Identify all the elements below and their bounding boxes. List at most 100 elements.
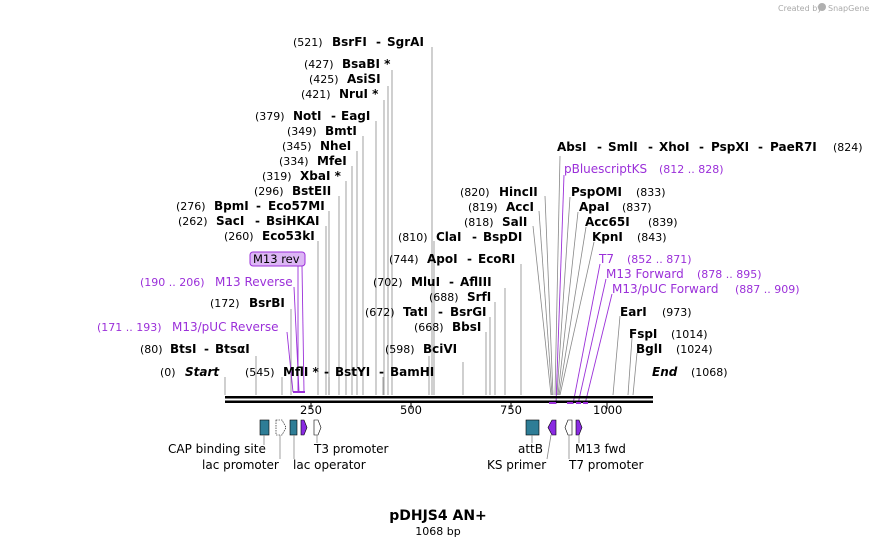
svg-text:SmlI: SmlI [608, 140, 638, 154]
svg-text:pBluescriptKS: pBluescriptKS [564, 162, 647, 176]
svg-text:(824): (824) [833, 141, 863, 154]
primer-m13-forward: M13 Forward (878 .. 895) [606, 267, 762, 281]
svg-text:(262): (262) [178, 215, 208, 228]
primer-pbluescriptks: pBluescriptKS (812 .. 828) [564, 162, 724, 176]
svg-text:BpmI: BpmI [214, 199, 249, 213]
svg-text:XhoI: XhoI [659, 140, 690, 154]
svg-text:-: - [758, 140, 763, 154]
m13-fwd-feature [575, 419, 583, 436]
axis-ticks: 250 500 750 1000 [300, 403, 622, 417]
svg-text:Eco57MI: Eco57MI [268, 199, 325, 213]
svg-text:(852 .. 871): (852 .. 871) [627, 253, 692, 266]
svg-text:M13 Reverse: M13 Reverse [215, 275, 293, 289]
svg-text:BglI: BglI [636, 342, 662, 356]
enzyme-labels: (521) BsrFI - SgrAI (427) BsaBI * (425) AsiSI… [140, 35, 863, 379]
svg-text:M13 rev: M13 rev [253, 252, 300, 266]
svg-text:(319): (319) [262, 170, 292, 183]
site-bpmi: (276) BpmI - Eco57MI [176, 199, 325, 213]
site-pspomi: PspOMI (833) [571, 185, 666, 199]
tick-750: 750 [500, 403, 522, 417]
svg-text:(521): (521) [293, 36, 323, 49]
svg-text:BsrGI: BsrGI [450, 305, 487, 319]
svg-text:-: - [376, 35, 381, 49]
site-xbai: (319) XbaI * [262, 169, 342, 183]
svg-text:BsiHKAI: BsiHKAI [266, 214, 320, 228]
tick-1000: 1000 [593, 403, 622, 417]
svg-text:(334): (334) [279, 155, 309, 168]
svg-text:BamHI: BamHI [390, 365, 434, 379]
brand-name: SnapGene [828, 4, 869, 13]
site-connectors [224, 47, 638, 396]
svg-text:-: - [648, 140, 653, 154]
svg-text:BstYI: BstYI [335, 365, 370, 379]
attb-feature [525, 419, 540, 436]
site-bsabi: (427) BsaBI * [304, 57, 391, 71]
svg-text:(172): (172) [210, 297, 240, 310]
svg-text:TatI: TatI [403, 305, 428, 319]
svg-text:-: - [699, 140, 704, 154]
svg-text:-: - [472, 230, 477, 244]
svg-text:(810): (810) [398, 231, 428, 244]
svg-text:EagI: EagI [341, 109, 370, 123]
site-bbsi: (668) BbsI [414, 320, 481, 334]
svg-text:PspXI: PspXI [711, 140, 749, 154]
site-bsteii: (296) BstEII [254, 184, 331, 198]
label-lac-operator: lac operator [293, 458, 366, 472]
svg-text:(545): (545) [245, 366, 275, 379]
svg-text:(1014): (1014) [671, 328, 708, 341]
svg-text:BspDI: BspDI [483, 230, 522, 244]
svg-text:M13 Forward: M13 Forward [606, 267, 684, 281]
svg-text:-: - [204, 342, 209, 356]
svg-text:FspI: FspI [629, 327, 657, 341]
svg-text:NruI *: NruI * [339, 87, 379, 101]
start-label: Start [185, 365, 220, 379]
snapgene-logo-icon [818, 3, 826, 11]
svg-text:(672): (672) [365, 306, 395, 319]
sequence-backbone [225, 391, 653, 404]
svg-text:Eco53kI: Eco53kI [262, 229, 315, 243]
svg-text:-: - [324, 365, 329, 379]
svg-text:(688): (688) [429, 291, 459, 304]
snapgene-brand: Created by SnapGene [778, 3, 869, 13]
map-length: 1068 bp [415, 525, 460, 538]
svg-text:-: - [449, 275, 454, 289]
t3-promoter-feature [313, 419, 322, 436]
svg-text:(421): (421) [301, 88, 331, 101]
site-eco53ki: (260) Eco53kI [224, 229, 315, 243]
svg-text:BtsI: BtsI [170, 342, 197, 356]
svg-text:SgrAI: SgrAI [387, 35, 424, 49]
svg-text:NotI: NotI [293, 109, 322, 123]
svg-text:(973): (973) [662, 306, 692, 319]
site-saci: (262) SacI - BsiHKAI [178, 214, 320, 228]
svg-text:(820): (820) [460, 186, 490, 199]
svg-text:BsrBI: BsrBI [249, 296, 285, 310]
map-title: pDHJS4 AN+ [389, 508, 487, 524]
tick-500: 500 [400, 403, 422, 417]
svg-text:T7: T7 [598, 252, 614, 266]
svg-text:EcoRI: EcoRI [478, 252, 515, 266]
svg-text:MfeI: MfeI [317, 154, 347, 168]
lac-operator-feature [289, 419, 298, 436]
label-m13-fwd: M13 fwd [575, 442, 626, 456]
svg-text:(818): (818) [464, 216, 494, 229]
svg-text:HincII: HincII [499, 185, 538, 199]
svg-text:SrfI: SrfI [467, 290, 491, 304]
site-srfi: (688) SrfI [429, 290, 491, 304]
features [259, 419, 583, 436]
site-apai: ApaI (837) [579, 200, 652, 214]
site-mlui: (702) MluI - AflIII [373, 275, 492, 289]
svg-text:AbsI: AbsI [557, 140, 586, 154]
svg-text:BtsαI: BtsαI [215, 342, 250, 356]
primer-connectors [286, 174, 613, 405]
svg-text:(1068): (1068) [691, 366, 728, 379]
label-lac-promoter: lac promoter [202, 458, 279, 472]
site-apoi: (744) ApoI - EcoRI [389, 252, 515, 266]
svg-text:(837): (837) [622, 201, 652, 214]
svg-text:KpnI: KpnI [592, 230, 623, 244]
svg-text:(744): (744) [389, 253, 419, 266]
primer-t7: T7 (852 .. 871) [598, 252, 692, 266]
backbone-top-strand [225, 396, 653, 399]
label-cap-binding-site: CAP binding site [168, 442, 266, 456]
svg-text:(668): (668) [414, 321, 444, 334]
